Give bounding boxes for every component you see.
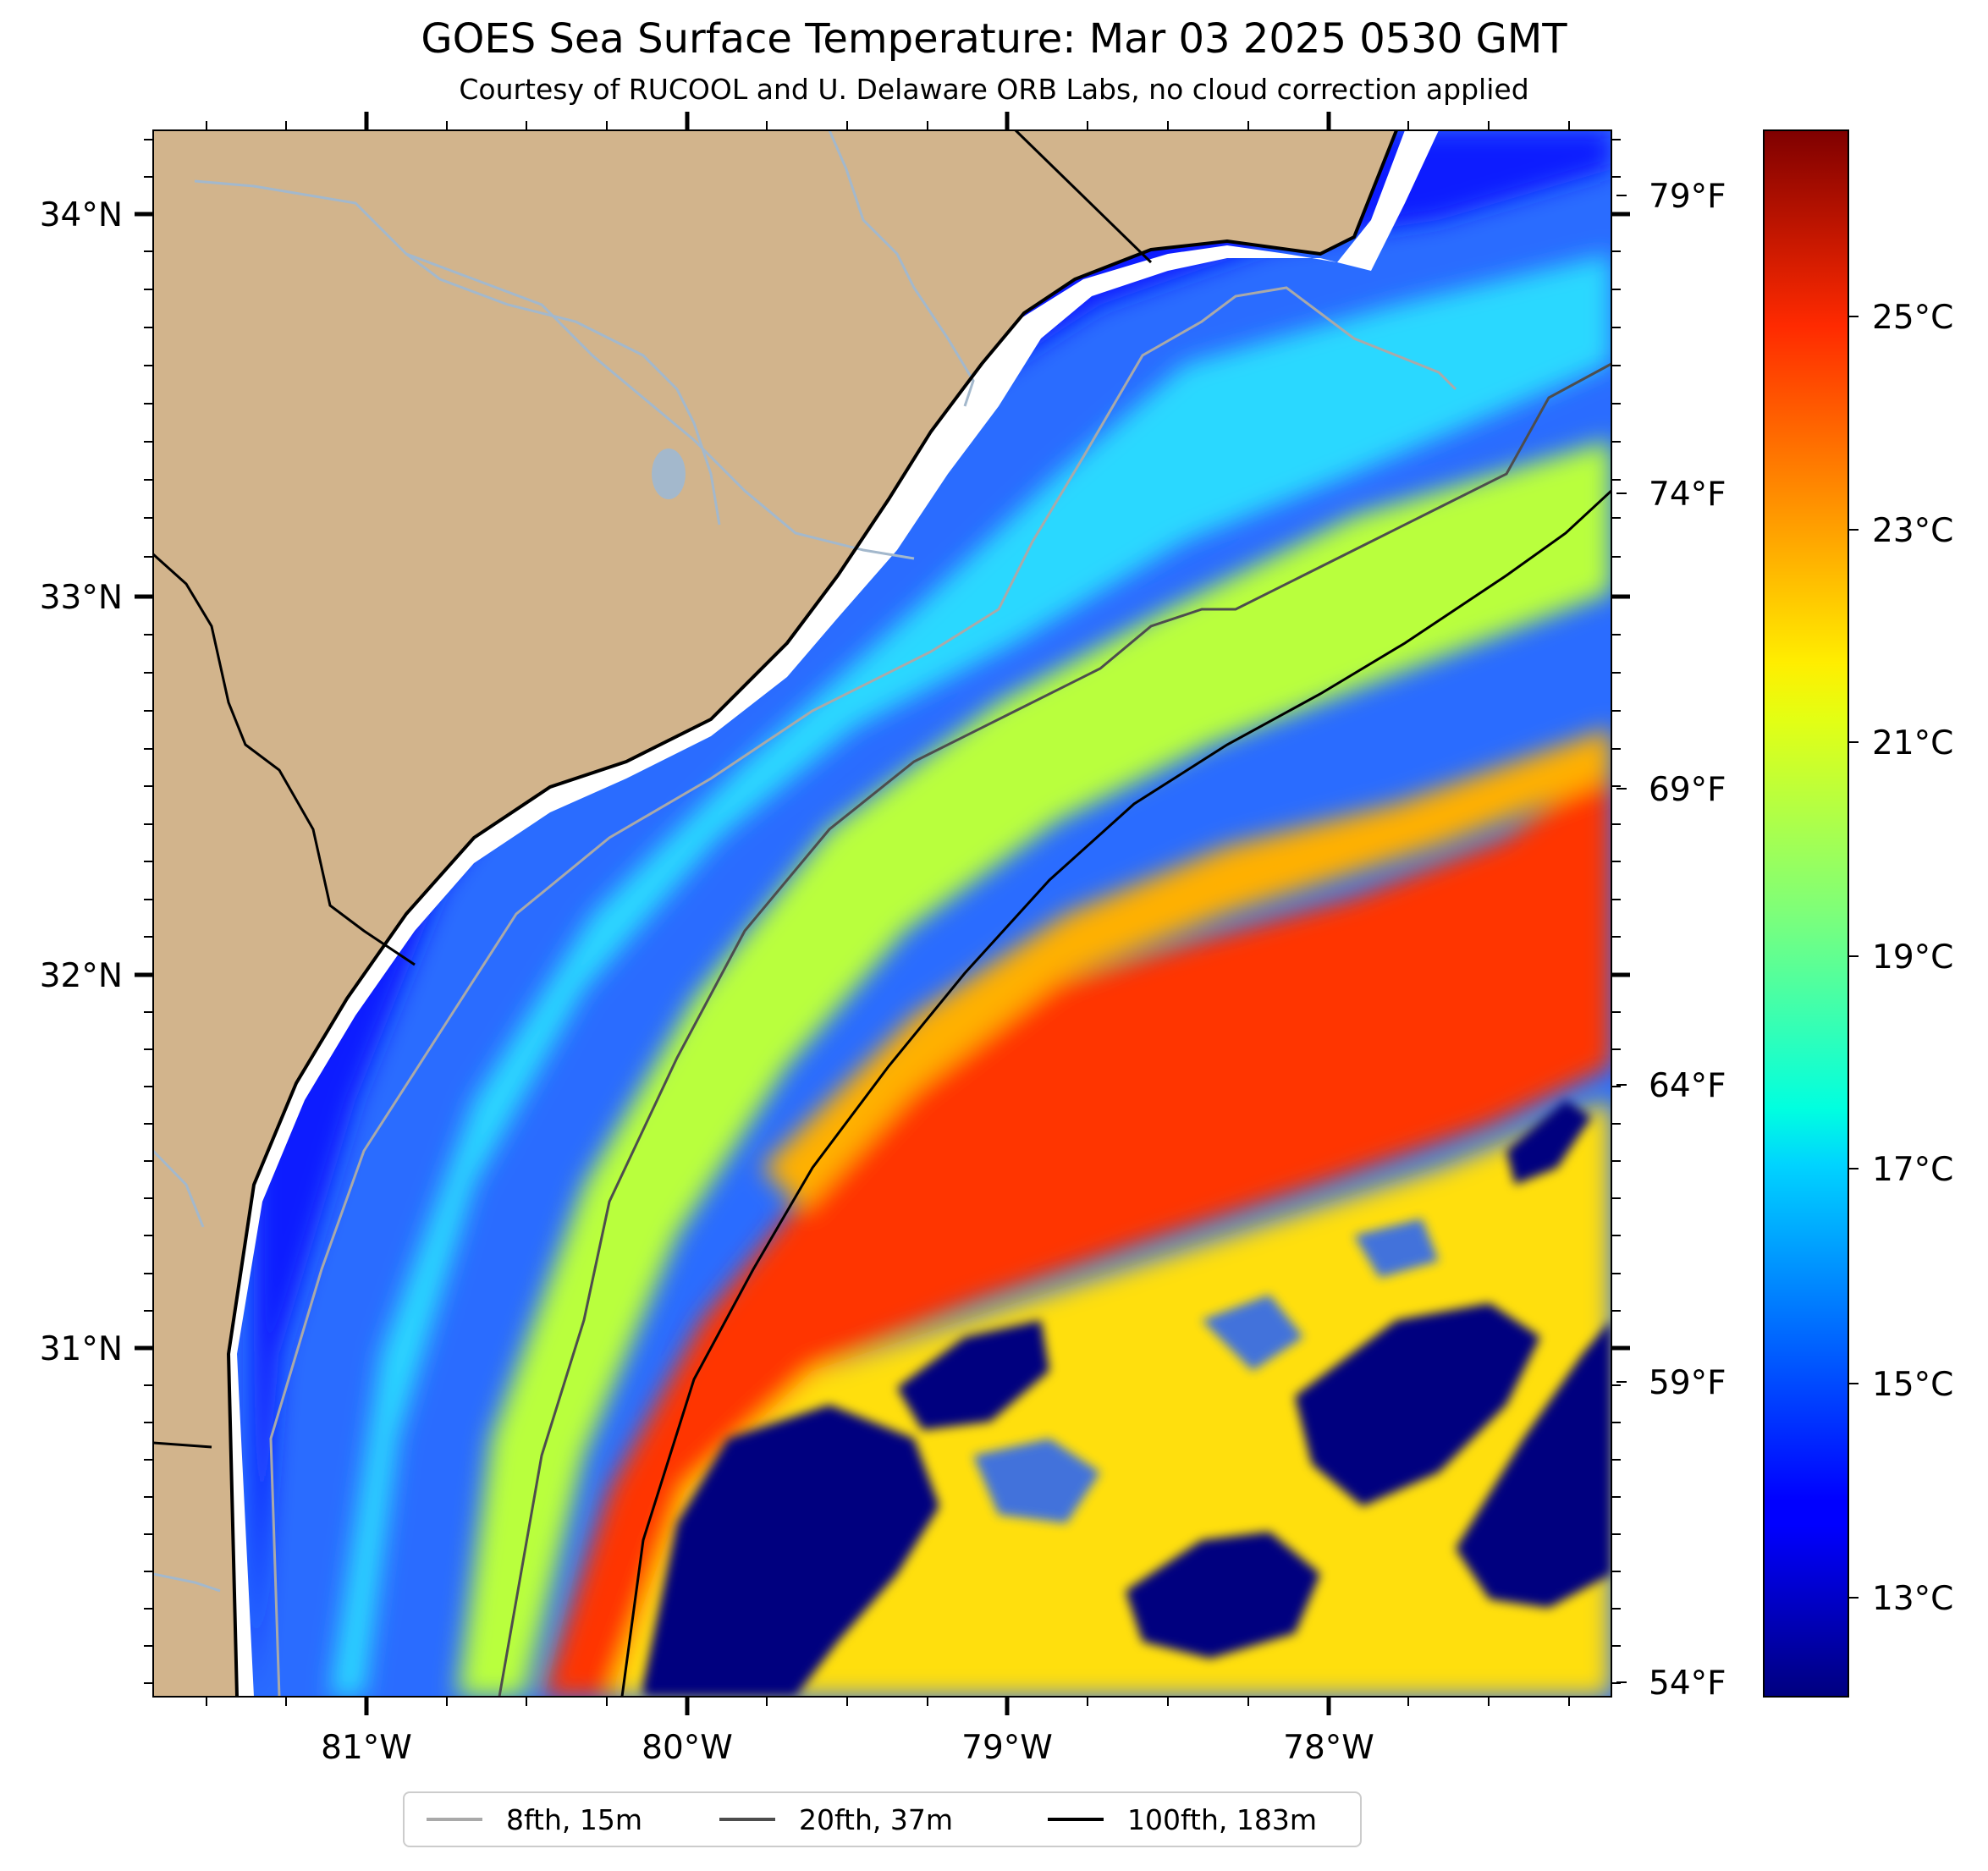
c-label-23: 23°C	[1872, 512, 1953, 550]
legend-item-100fth: 100fth, 183m	[1048, 1793, 1317, 1846]
lon-label-80: 80°W	[642, 1729, 733, 1767]
right-latitude-minor-ticks	[1611, 139, 1621, 1684]
cold-patches	[643, 1100, 1611, 1697]
c-label-15: 15°C	[1872, 1366, 1953, 1404]
f-label-74: 74°F	[1649, 476, 1726, 514]
map-subtitle: Courtesy of RUCOOL and U. Delaware ORB L…	[459, 73, 1529, 106]
longitude-ticks	[364, 112, 1331, 1715]
f-label-69: 69°F	[1649, 771, 1726, 809]
gulf-stream-edge	[762, 728, 1611, 1210]
lat-label-33: 33°N	[40, 579, 123, 617]
colorbar	[1763, 129, 1849, 1698]
f-label-64: 64°F	[1649, 1067, 1726, 1105]
f-label-54: 54°F	[1649, 1665, 1726, 1703]
legend-label-8fth: 8fth, 15m	[506, 1802, 643, 1836]
c-label-21: 21°C	[1872, 724, 1953, 762]
c-label-13: 13°C	[1872, 1580, 1953, 1618]
sst-field	[153, 130, 1611, 1697]
legend-swatch-8fth	[427, 1818, 482, 1821]
legend-label-100fth: 100fth, 183m	[1127, 1802, 1317, 1836]
no-data-nearshore	[153, 130, 1439, 1697]
legend-item-20fth: 20fth, 37m	[719, 1793, 953, 1846]
lat-label-34: 34°N	[40, 196, 123, 234]
c-label-19: 19°C	[1872, 938, 1953, 977]
map-title: GOES Sea Surface Temperature: Mar 03 202…	[421, 15, 1567, 63]
outer-shelf-water	[457, 440, 1611, 1697]
lat-label-31: 31°N	[40, 1330, 123, 1368]
legend-label-20fth: 20fth, 37m	[799, 1802, 953, 1836]
legend-item-8fth: 8fth, 15m	[427, 1793, 642, 1846]
f-label-59: 59°F	[1649, 1364, 1726, 1402]
rivers	[153, 130, 975, 1593]
mid-shelf-water	[330, 254, 1611, 1697]
c-label-25: 25°C	[1872, 299, 1953, 337]
lon-label-79: 79°W	[961, 1729, 1053, 1767]
lon-label-78: 78°W	[1283, 1729, 1374, 1767]
lat-label-32: 32°N	[40, 957, 123, 995]
legend-swatch-20fth	[719, 1818, 775, 1821]
state-boundaries	[153, 130, 1153, 1449]
legend-swatch-100fth	[1048, 1818, 1104, 1821]
isobath-8fth	[269, 286, 1457, 1697]
colorbar-ticks	[1848, 316, 1859, 1599]
right-latitude-ticks	[1611, 212, 1630, 1351]
isobath-100fth	[620, 489, 1611, 1697]
latitude-ticks	[135, 212, 153, 1351]
isobath-20fth	[498, 362, 1611, 1697]
mid-blue-patches	[973, 1219, 1439, 1523]
c-label-17: 17°C	[1872, 1151, 1953, 1189]
fahrenheit-ticks	[1616, 195, 1627, 1683]
lake-marion	[652, 448, 686, 499]
isobath-legend: 8fth, 15m 20fth, 37m 100fth, 183m	[403, 1791, 1362, 1847]
land-mass	[153, 130, 1396, 1697]
longitude-minor-ticks	[206, 121, 1570, 1706]
gulf-stream-warm-core	[542, 762, 1611, 1697]
f-label-79: 79°F	[1649, 178, 1726, 216]
coastline	[226, 130, 1398, 1697]
latitude-minor-ticks	[144, 139, 153, 1684]
plot-frame	[152, 129, 1612, 1698]
lon-label-81: 81°W	[321, 1729, 412, 1767]
